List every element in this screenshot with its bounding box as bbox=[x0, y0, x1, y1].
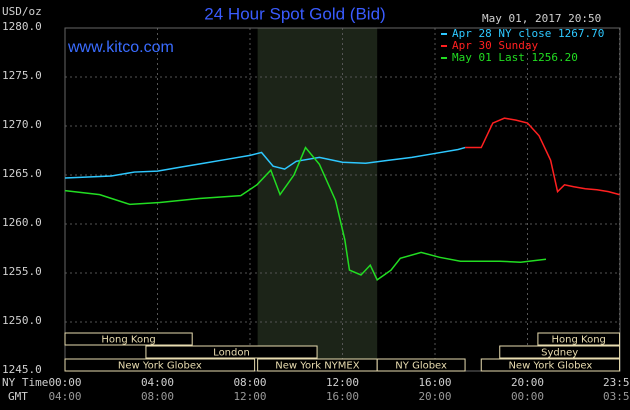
price-line bbox=[465, 117, 620, 196]
session-label: Hong Kong bbox=[552, 335, 606, 346]
timestamp: May 01, 2017 20:50 bbox=[482, 12, 601, 25]
x2-axis-label: GMT bbox=[8, 390, 28, 403]
y-tick-label: 1245.0 bbox=[2, 363, 42, 376]
session-label: Hong Kong bbox=[101, 335, 155, 346]
session-label: New York Globex bbox=[118, 361, 202, 372]
session-box bbox=[64, 332, 193, 346]
x2-tick-label: 12:00 bbox=[233, 390, 266, 403]
y-tick-label: 1275.0 bbox=[2, 69, 42, 82]
x2-tick-label: 20:00 bbox=[418, 390, 451, 403]
chart-title: 24 Hour Spot Gold (Bid) bbox=[204, 4, 385, 23]
session-box bbox=[145, 345, 318, 359]
x-tick-label: 04:00 bbox=[141, 376, 174, 389]
session-label: NY Globex bbox=[395, 361, 447, 372]
y-tick-label: 1255.0 bbox=[2, 265, 42, 278]
x-axis-label: NY Time bbox=[2, 376, 48, 389]
x-tick-label: 16:00 bbox=[418, 376, 451, 389]
x2-tick-label: 08:00 bbox=[141, 390, 174, 403]
price-line bbox=[64, 146, 547, 281]
y-tick-label: 1250.0 bbox=[2, 314, 42, 327]
legend-label: May 01 Last 1256.20 bbox=[452, 51, 578, 64]
session-box bbox=[64, 358, 256, 372]
x-tick-label: 20:00 bbox=[511, 376, 544, 389]
y-tick-label: 1265.0 bbox=[2, 167, 42, 180]
x2-tick-label: 00:00 bbox=[511, 390, 544, 403]
legend-label: Apr 30 Sunday bbox=[452, 39, 538, 52]
x2-tick-label: 16:00 bbox=[326, 390, 359, 403]
session-box bbox=[480, 358, 621, 372]
shaded-session bbox=[257, 28, 378, 371]
session-label: New York Globex bbox=[508, 361, 592, 372]
x2-tick-label: 03:59 bbox=[603, 390, 630, 403]
session-label: Sydney bbox=[541, 348, 578, 359]
session-box bbox=[537, 332, 621, 346]
session-box bbox=[499, 345, 621, 359]
y-tick-label: 1280.0 bbox=[2, 20, 42, 33]
x-tick-label: 08:00 bbox=[233, 376, 266, 389]
y-tick-label: 1270.0 bbox=[2, 118, 42, 131]
price-line bbox=[64, 146, 466, 179]
session-box bbox=[376, 358, 466, 372]
legend-label: Apr 28 NY close 1267.70 bbox=[452, 27, 604, 40]
site-label: www.kitco.com bbox=[67, 39, 174, 56]
y-tick-label: 1260.0 bbox=[2, 216, 42, 229]
y-axis-label: USD/oz bbox=[2, 5, 42, 18]
session-label: New York NYMEX bbox=[275, 361, 360, 372]
x-tick-label: 23:59 bbox=[603, 376, 630, 389]
x2-tick-label: 04:00 bbox=[48, 390, 81, 403]
session-label: London bbox=[213, 348, 250, 359]
x-tick-label: 12:00 bbox=[326, 376, 359, 389]
x-tick-label: 00:00 bbox=[48, 376, 81, 389]
